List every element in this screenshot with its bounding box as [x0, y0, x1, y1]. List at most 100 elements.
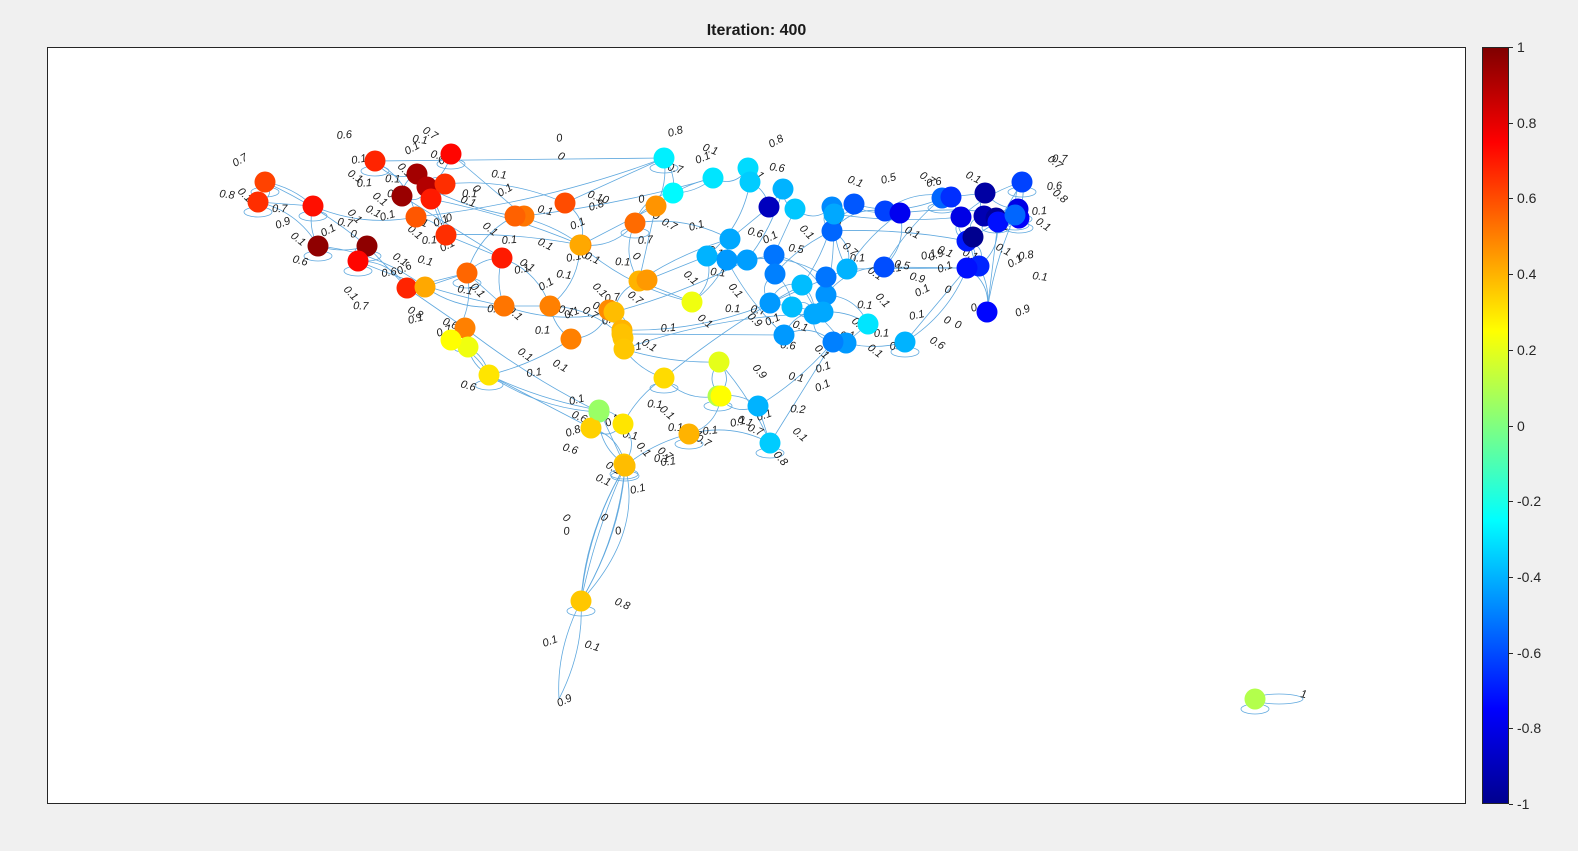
graph-node — [454, 317, 476, 339]
colorbar-tick-mark — [1509, 501, 1513, 503]
edge-weight-label: 0.1 — [846, 174, 865, 191]
edge-weight-label: 0.1 — [873, 291, 892, 310]
colorbar-tick-mark — [1509, 122, 1513, 124]
graph-node — [491, 247, 513, 269]
graph-node — [1011, 171, 1033, 193]
graph-node — [504, 205, 526, 227]
edge-weight-label: 0.1 — [456, 283, 473, 297]
graph-node — [612, 413, 634, 435]
graph-edge — [445, 234, 582, 246]
colorbar-tick-mark — [1509, 652, 1513, 654]
colorbar-tick-label: 0.2 — [1517, 341, 1537, 358]
edge-weight-label: 0.7 — [660, 216, 680, 234]
graph-node — [560, 328, 582, 350]
graph-node — [434, 173, 456, 195]
edge-weight-label: 0.6 — [927, 334, 947, 353]
graph-edge — [580, 465, 626, 602]
edge-weight-label: 0.8 — [613, 596, 633, 613]
edge-weight-label: 0.1 — [903, 224, 922, 242]
graph-node — [569, 234, 591, 256]
graph-node — [405, 206, 427, 228]
edge-weight-label: 0.5 — [893, 258, 911, 273]
edge-weight-label: 0.1 — [865, 342, 884, 361]
graph-node — [815, 266, 837, 288]
graph-node — [347, 250, 369, 272]
graph-node — [554, 192, 576, 214]
edge-weight-label: 0.1 — [654, 453, 670, 465]
graph-node — [457, 336, 479, 358]
graph-node — [696, 245, 718, 267]
edge-weight-label: 0 — [943, 283, 953, 296]
graph-node — [821, 220, 843, 242]
graph-edge — [558, 600, 582, 700]
graph-node — [974, 182, 996, 204]
edge-weight-label: 0.1 — [994, 241, 1013, 259]
edge-weight-label: 0.2 — [790, 403, 806, 416]
edge-weight-label: 0.1 — [501, 234, 517, 247]
plot-title: Iteration: 400 — [706, 22, 807, 39]
edge-weight-label: 0.1 — [551, 357, 570, 375]
graph-node — [420, 188, 442, 210]
edge-weight-label: 0 — [942, 314, 953, 328]
edge-weight-label: 0.1 — [407, 311, 425, 327]
edge-weight-label: 0.9 — [274, 215, 293, 232]
edge-weight-label: 0.1 — [515, 346, 534, 365]
graph-edge — [580, 465, 626, 602]
graph-edge — [580, 465, 630, 602]
colorbar-tick-label: 0.4 — [1517, 266, 1537, 283]
network-graph: 0.70.8 0.10.70.10.6 0.7 000.80.10.10.70.80.… — [219, 124, 1308, 715]
edge-weight-label: 0.7 — [1052, 153, 1069, 166]
edge-weight-label: 0.8 — [1018, 249, 1036, 263]
colorbar-tick-mark — [1509, 425, 1513, 427]
edge-weight-label: 0.9 — [927, 247, 946, 264]
edge-weight-label: 0.1 — [541, 633, 559, 650]
graph-node — [614, 455, 636, 477]
graph-node — [812, 301, 834, 323]
graph-node — [435, 224, 457, 246]
edge-weight-label: 0.1 — [462, 188, 478, 200]
edge-weight-label: 0.1 — [513, 262, 530, 277]
edge-weight-label: 0 — [350, 228, 359, 241]
edge-weight-label: 0.8 — [564, 423, 583, 440]
edge-weight-label: 0.1 — [688, 218, 706, 234]
graph-node — [987, 211, 1009, 233]
edge-weight-label: 0.1 — [908, 308, 925, 323]
colorbar-tick-label: 0 — [1517, 417, 1525, 434]
graph-node — [702, 167, 724, 189]
edge-weight-label: 0 — [444, 211, 454, 225]
edge-weight-label: 0.1 — [1033, 216, 1052, 235]
edge-weight-label: 0.1 — [288, 230, 307, 249]
graph-node — [681, 291, 703, 313]
graph-node — [739, 171, 761, 193]
edge-weight-label: 0.1 — [936, 244, 955, 261]
graph-node — [302, 195, 324, 217]
edge-weight-label: 0.1 — [790, 425, 809, 444]
colorbar — [1482, 47, 1509, 804]
graph-node — [580, 417, 602, 439]
colorbar-tick-label: -1 — [1517, 796, 1530, 812]
graph-node — [763, 244, 785, 266]
colorbar-tick-mark — [1509, 576, 1513, 578]
graph-edge — [415, 157, 665, 218]
edge-weight-label: 0.9 — [555, 692, 574, 709]
edge-weight-label: 0.1 — [701, 142, 719, 159]
graph-node — [440, 143, 462, 165]
graph-edge — [831, 230, 968, 242]
graph-node — [613, 338, 635, 360]
edge-weight-label: 0.9 — [750, 362, 769, 381]
colorbar-tick-label: 0.6 — [1517, 190, 1537, 207]
edge-weight-label: 0.1 — [763, 311, 782, 328]
edge-weight-label: 0 — [555, 132, 564, 145]
graph-node — [894, 331, 916, 353]
edge-weight-label: 0.8 — [666, 124, 685, 140]
edge-weight-label: 0.1 — [480, 220, 499, 239]
edge-weight-label: 0.1 — [660, 455, 677, 469]
edge-weight-label: 0.6 — [459, 378, 478, 394]
edge-weight-label: 0 — [556, 150, 568, 164]
colorbar-tick-mark — [1509, 804, 1513, 805]
graph-node — [843, 193, 865, 215]
edge-weight-label: 0.1 — [568, 216, 587, 233]
graph-node — [759, 292, 781, 314]
graph-node — [784, 198, 806, 220]
